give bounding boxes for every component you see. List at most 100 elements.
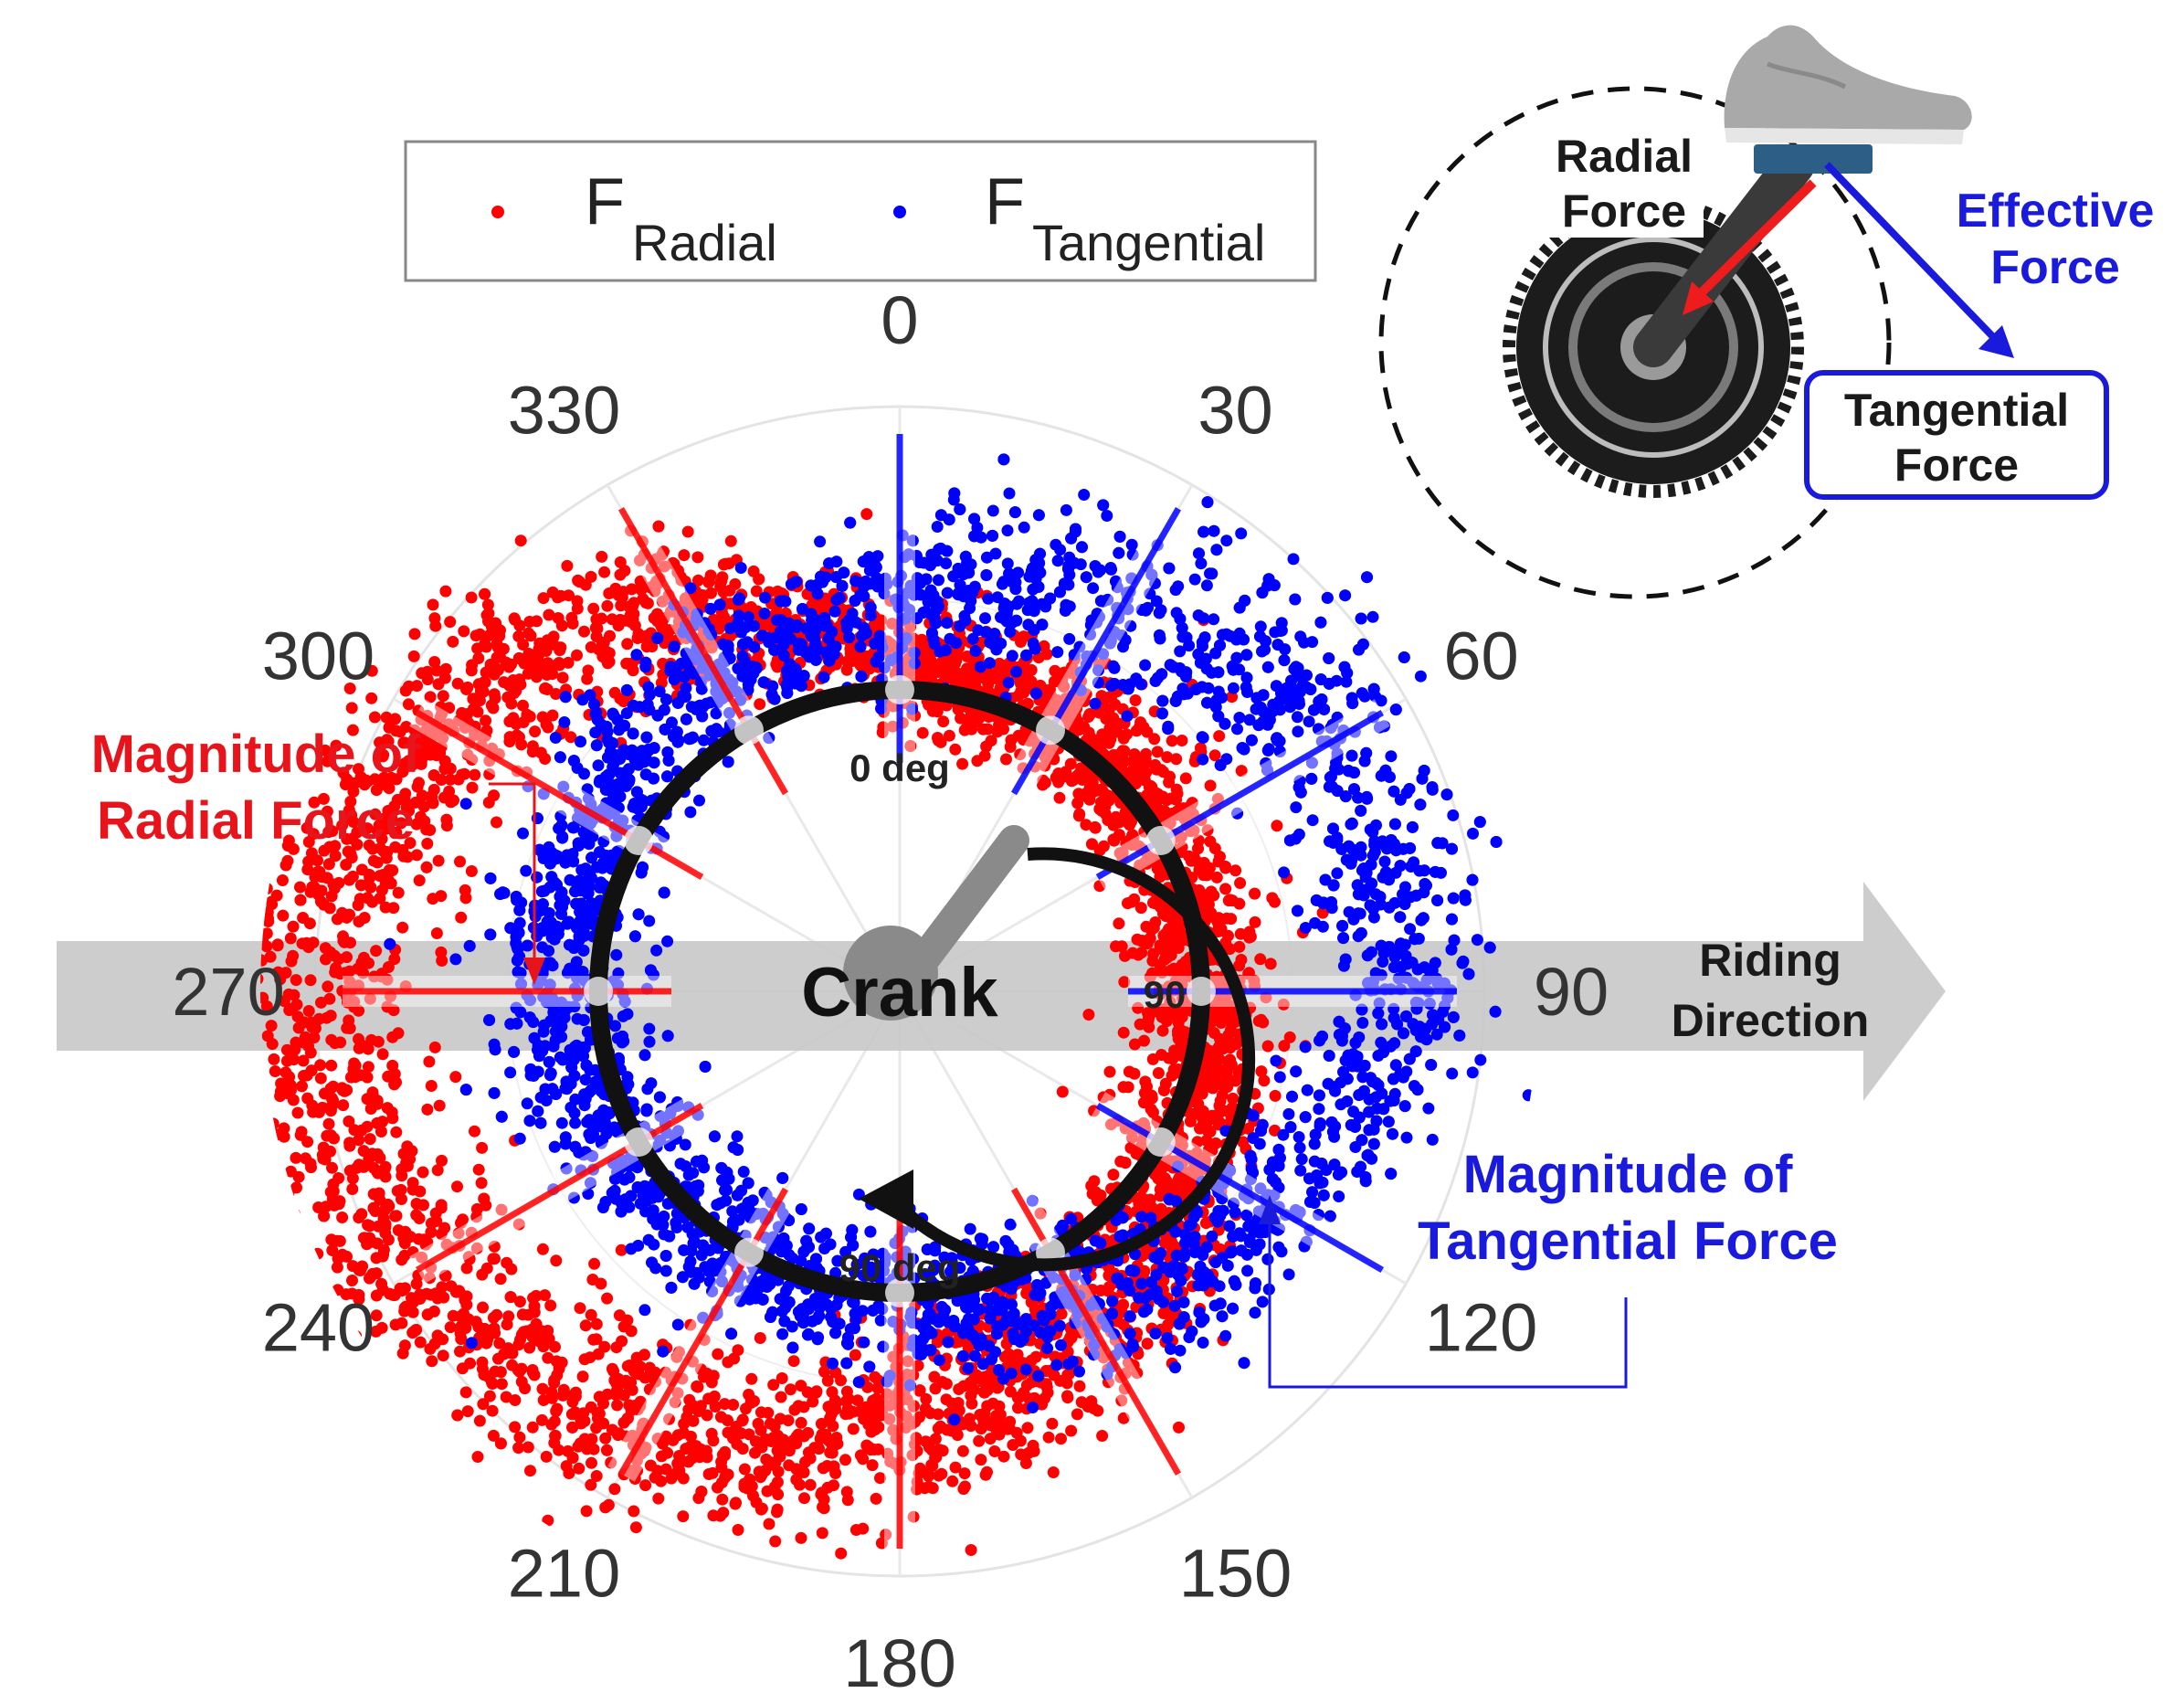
scatter-point-radial bbox=[1141, 1338, 1154, 1350]
scatter-point-radial bbox=[738, 1463, 751, 1476]
scatter-point-radial bbox=[839, 1454, 851, 1466]
scatter-point-radial bbox=[1088, 1175, 1101, 1188]
scatter-point-radial bbox=[702, 576, 715, 588]
scatter-point-radial bbox=[1056, 1085, 1069, 1098]
scatter-point-radial bbox=[437, 690, 449, 703]
scatter-point-radial bbox=[1210, 1055, 1223, 1068]
scatter-point-radial bbox=[417, 1199, 429, 1212]
scatter-point-radial bbox=[769, 1535, 782, 1548]
scatter-point-radial bbox=[535, 1413, 548, 1426]
scatter-point-radial bbox=[392, 1027, 405, 1040]
scatter-point-radial bbox=[1100, 795, 1113, 808]
scatter-point-radial bbox=[436, 955, 448, 967]
scatter-point-radial bbox=[1158, 953, 1171, 966]
scatter-point-radial bbox=[691, 1380, 703, 1392]
scatter-point-radial bbox=[1261, 1040, 1274, 1053]
scatter-point-radial bbox=[216, 1074, 227, 1086]
scatter-point-radial bbox=[790, 1474, 803, 1486]
scatter-point-radial bbox=[817, 1501, 828, 1513]
scatter-point-radial bbox=[965, 1397, 978, 1410]
scatter-point-radial bbox=[287, 920, 300, 933]
scatter-point-radial bbox=[292, 1021, 305, 1034]
scatter-point-radial bbox=[638, 1371, 651, 1384]
scatter-point-radial bbox=[285, 955, 298, 968]
scatter-point-radial bbox=[1011, 1391, 1024, 1404]
scatter-point-radial bbox=[240, 1122, 252, 1134]
scatter-point-radial bbox=[1053, 791, 1066, 804]
scatter-point-radial bbox=[424, 691, 437, 704]
scatter-point-radial bbox=[454, 855, 466, 868]
scatter-point-radial bbox=[322, 858, 335, 871]
scatter-point-radial bbox=[367, 854, 380, 867]
scatter-point-radial bbox=[1269, 1089, 1282, 1102]
scatter-point-radial bbox=[428, 612, 441, 625]
scatter-point-radial bbox=[606, 1362, 618, 1375]
scatter-point-radial bbox=[328, 882, 341, 894]
scatter-point-radial bbox=[1227, 1092, 1240, 1105]
scatter-point-radial bbox=[374, 892, 386, 905]
scatter-point-radial bbox=[1210, 871, 1223, 884]
scatter-point-radial bbox=[1082, 1009, 1095, 1021]
scatter-point-radial bbox=[829, 1467, 842, 1479]
scatter-point-radial bbox=[325, 1033, 338, 1046]
scatter-point-radial bbox=[355, 1208, 368, 1221]
scatter-point-radial bbox=[326, 1098, 339, 1111]
scatter-point-radial bbox=[525, 1326, 538, 1339]
scatter-point-radial bbox=[574, 1437, 586, 1450]
scatter-point-radial bbox=[396, 1347, 409, 1360]
scatter-point-radial bbox=[542, 1351, 554, 1364]
scatter-point-radial bbox=[1187, 853, 1199, 866]
scatter-point-radial bbox=[571, 595, 584, 608]
scatter-point-radial bbox=[437, 1333, 449, 1346]
scatter-point-radial bbox=[246, 1106, 258, 1117]
scatter-point-radial bbox=[282, 1188, 295, 1200]
scatter-point-radial bbox=[420, 861, 433, 873]
scatter-point-radial bbox=[682, 1455, 695, 1468]
scatter-point-radial bbox=[265, 895, 278, 908]
scatter-point-radial bbox=[1155, 1049, 1167, 1061]
scatter-point-radial bbox=[528, 1306, 541, 1318]
scatter-point-radial bbox=[423, 1055, 436, 1068]
scatter-point-radial bbox=[713, 618, 726, 630]
scatter-point-radial bbox=[718, 558, 730, 571]
scatter-point-radial bbox=[795, 1531, 807, 1544]
scatter-point-radial bbox=[1181, 1178, 1194, 1190]
scatter-point-radial bbox=[346, 1275, 358, 1286]
scatter-point-radial bbox=[652, 1492, 665, 1505]
scatter-point-radial bbox=[294, 894, 307, 906]
scatter-point-radial bbox=[828, 1397, 841, 1410]
scatter-point-radial bbox=[835, 1374, 847, 1387]
scatter-point-radial bbox=[382, 1233, 395, 1246]
scatter-point-radial bbox=[844, 647, 857, 660]
scatter-point-radial bbox=[755, 1468, 768, 1481]
scatter-point-radial bbox=[799, 1455, 811, 1468]
scatter-point-radial bbox=[417, 800, 430, 813]
scatter-point-radial bbox=[769, 1430, 781, 1443]
scatter-point-radial bbox=[753, 573, 765, 586]
scatter-point-radial bbox=[1218, 1081, 1230, 1094]
scatter-point-radial bbox=[543, 608, 555, 621]
scatter-point-radial bbox=[365, 692, 378, 704]
scatter-point-radial bbox=[455, 1320, 468, 1333]
scatter-point-radial bbox=[343, 1014, 355, 1027]
scatter-point-radial bbox=[380, 852, 393, 864]
scatter-point-radial bbox=[536, 1382, 549, 1395]
scatter-point-radial bbox=[291, 1106, 304, 1119]
scatter-point-radial bbox=[413, 1212, 426, 1224]
scatter-point-radial bbox=[402, 698, 415, 711]
riding-direction-arrow bbox=[57, 882, 1946, 1101]
scatter-point-radial bbox=[565, 611, 578, 624]
scatter-point-radial bbox=[610, 1377, 623, 1390]
scatter-point-radial bbox=[311, 1247, 324, 1260]
scatter-point-radial bbox=[1179, 772, 1192, 785]
scatter-point-radial bbox=[932, 1423, 944, 1434]
scatter-point-radial bbox=[1243, 928, 1256, 941]
scatter-point-radial bbox=[479, 587, 491, 600]
scatter-point-radial bbox=[977, 1413, 990, 1426]
scatter-point-radial bbox=[494, 1437, 507, 1450]
scatter-point-radial bbox=[1224, 1042, 1237, 1054]
scatter-point-radial bbox=[539, 1289, 551, 1302]
scatter-point-radial bbox=[586, 1456, 597, 1469]
scatter-point-radial bbox=[498, 1348, 511, 1360]
